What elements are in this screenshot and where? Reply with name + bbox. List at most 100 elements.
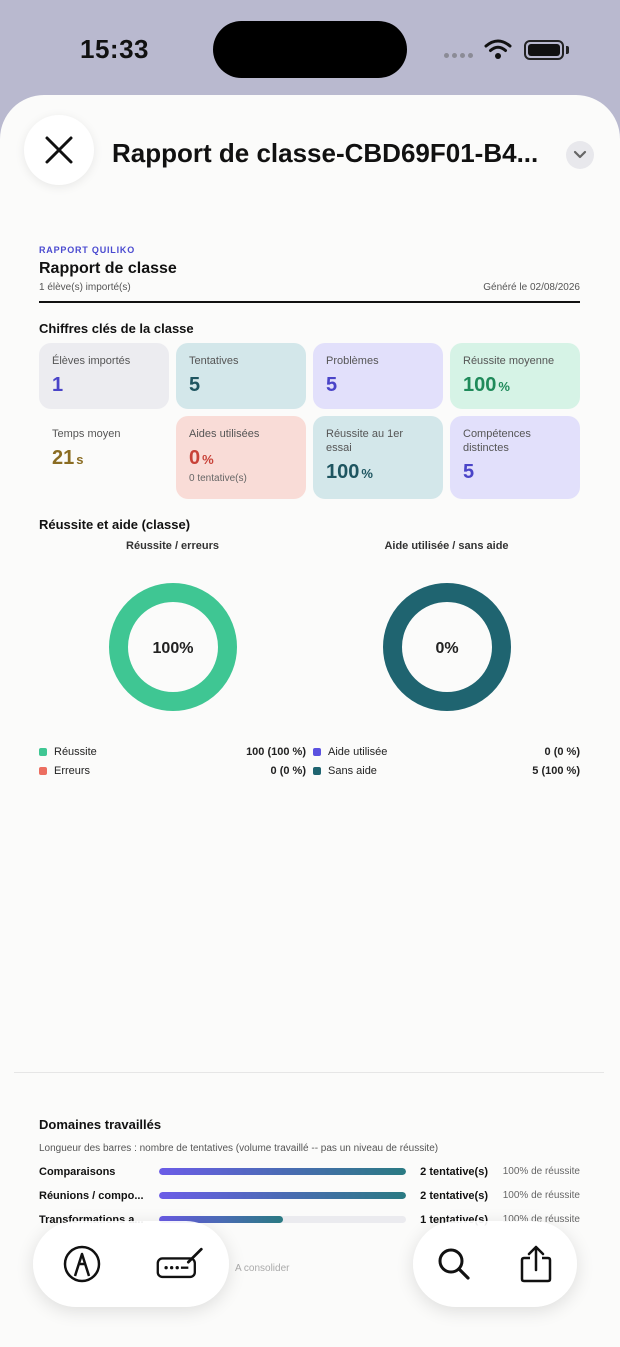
markup-button[interactable] [57,1239,107,1289]
legend-value: 100 (100 %) [246,745,306,758]
stat-number: 5 [189,374,201,396]
dynamic-island [213,21,407,78]
stat-number: 21 [52,447,75,469]
stat-value: 100% [326,461,430,484]
domain-bar-track [159,1168,406,1175]
legend-label: Erreurs [54,764,91,777]
stat-card: Problèmes 5 [313,343,443,409]
share-button[interactable] [511,1239,561,1289]
stat-value: 5 [189,374,293,397]
stat-unit: % [498,379,510,394]
success-donut: 100% [108,583,237,711]
report-document: RAPPORT QUILIKO Rapport de classe 1 élèv… [39,245,580,780]
domain-success-rate: 100% de réussite [502,1190,580,1201]
legend-value: 0 (0 %) [544,745,580,758]
markup-pen-icon [63,1245,101,1283]
title-menu-button[interactable] [566,141,594,169]
stat-number: 1 [52,374,64,396]
domain-success-rate: 100% de réussite [502,1166,580,1177]
domain-bar-track [159,1192,406,1199]
report-meta: 1 élève(s) importé(s) Généré le 02/08/20… [39,282,580,303]
legend-swatch [39,766,47,775]
stat-note: 0 tentative(s) [189,473,247,484]
generated-date: Généré le 02/08/2026 [483,282,580,293]
stat-label: Réussite moyenne [463,355,555,367]
page-divider [14,1072,604,1073]
signature-icon [156,1247,203,1279]
close-icon [45,136,73,164]
stat-label: Problèmes [326,355,379,367]
stat-unit: s [76,452,84,467]
legend-swatch [313,747,321,756]
domain-label: Comparaisons [39,1165,116,1178]
battery-tip [566,46,569,54]
stat-label: Élèves importés [52,355,131,367]
stat-unit: % [202,452,214,467]
signature-button[interactable] [155,1239,205,1289]
stat-number: 5 [463,461,475,483]
markup-toolbar [33,1221,229,1307]
sheet-title: Rapport de classe-CBD69F01-B4... [112,138,539,168]
stat-label: Tentatives [189,355,239,367]
stat-label: Compétences distinctes [463,428,531,454]
stat-value: 100% [463,374,567,397]
stat-label: Aides utilisées [189,428,260,440]
search-icon [438,1248,470,1280]
donut-center-label: 100% [152,640,193,657]
report-sheet: Rapport de classe-CBD69F01-B4... RAPPORT… [0,95,620,1347]
stat-unit: % [361,466,373,481]
domain-attempts: 2 tentative(s) [420,1189,488,1202]
legend-label: Réussite [54,745,97,758]
battery-icon [524,40,564,60]
stat-card: Réussite au 1er essai 100% [313,416,443,499]
help-usage-chart: Aide utilisée / sans aide 0% Aide utilis… [313,540,580,780]
key-figures-grid: Élèves importés 1 Tentatives 5 Problèmes 5 Réu… [39,343,580,499]
domain-row: Réunions / compo... 2 tentative(s) 100% de… [39,1184,580,1207]
stat-card: Aides utilisées 0% 0 tentative(s) [176,416,306,499]
domains-title: Domaines travaillés [39,1117,162,1132]
domains-subtitle: Longueur des barres : nombre de tentativ… [39,1143,439,1154]
domain-attempts: 2 tentative(s) [420,1165,488,1178]
stat-number: 100 [326,461,360,483]
wifi-icon [484,39,512,59]
legend-swatch [313,766,321,775]
domain-success-rate: 100% de réussite [502,1214,580,1225]
stat-value: 1 [52,374,156,397]
chart-legend: Réussite 100 (100 %) Erreurs 0 (0 %) [39,742,306,780]
charts-row: Réussite / erreurs 100% Réussite 100 (100… [39,540,580,780]
students-imported-text: 1 élève(s) importé(s) [39,282,131,293]
cellular-signal-icon [444,53,473,58]
legend-row: Réussite 100 (100 %) [39,742,306,761]
actions-toolbar [413,1221,577,1307]
search-button[interactable] [429,1239,479,1289]
success-errors-chart: Réussite / erreurs 100% Réussite 100 (100… [39,540,306,780]
legend-value: 5 (100 %) [532,764,580,777]
legend-row: Sans aide 5 (100 %) [313,761,580,780]
close-button[interactable] [24,115,94,185]
chart-title: Aide utilisée / sans aide [384,540,509,552]
legend-row: Erreurs 0 (0 %) [39,761,306,780]
stat-card: Compétences distinctes 5 [450,416,580,499]
stat-value: 21 s [52,447,156,470]
under-toolbar-label: A consolider [235,1263,290,1274]
stat-number: 100 [463,374,497,396]
donut-center-label: 0% [435,640,458,657]
domain-label: Réunions / compo... [39,1189,144,1202]
chart-title: Réussite / erreurs [126,540,219,552]
stat-value: 5 [326,374,430,397]
report-eyebrow: RAPPORT QUILIKO [39,245,136,255]
legend-swatch [39,747,47,756]
domain-bar-fill [159,1216,283,1223]
stat-card: Temps moyen 21 s [39,416,169,499]
domain-bar-track [159,1216,406,1223]
help-donut: 0% [382,583,511,711]
key-figures-title: Chiffres clés de la classe [39,321,194,336]
legend-row: Aide utilisée 0 (0 %) [313,742,580,761]
stat-card: Tentatives 5 [176,343,306,409]
status-bar: 15:33 [0,0,620,95]
domains-section: Domaines travaillés Longueur des barres … [39,1117,580,1231]
domain-bar-fill [159,1192,406,1199]
legend-value: 0 (0 %) [270,764,306,777]
domain-row: Comparaisons 2 tentative(s) 100% de réussi… [39,1160,580,1183]
chevron-down-icon [573,150,587,159]
